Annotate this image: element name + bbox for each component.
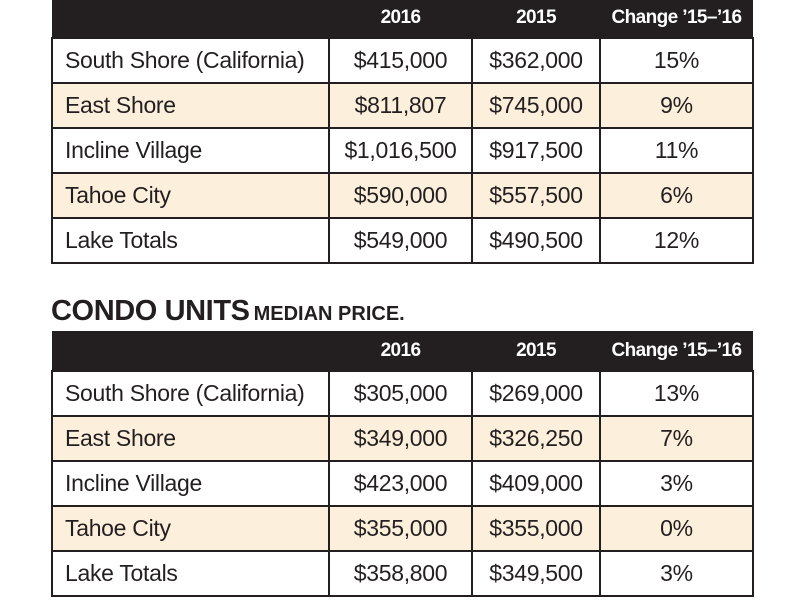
change-cell: 13% — [599, 370, 754, 417]
header-2016: 2016 — [329, 0, 472, 38]
header-region — [52, 331, 329, 371]
table-header-row: 2016 2015 Change ’15–’16 — [52, 0, 753, 38]
table-row: South Shore (California) $415,000 $362,0… — [51, 37, 754, 84]
price-2016-cell: $415,000 — [328, 37, 473, 84]
price-2016-cell: $355,000 — [328, 505, 473, 552]
price-2015-cell: $269,000 — [471, 370, 601, 417]
price-2015-cell: $917,500 — [471, 127, 601, 174]
price-2015-cell: $745,000 — [471, 82, 601, 129]
change-cell: 3% — [599, 460, 754, 507]
region-cell: Lake Totals — [51, 550, 330, 597]
header-2015: 2015 — [472, 0, 600, 38]
price-2015-cell: $362,000 — [471, 37, 601, 84]
table-row: Lake Totals $549,000 $490,500 12% — [51, 217, 754, 264]
table-row: Incline Village $423,000 $409,000 3% — [51, 460, 754, 507]
table-header-row: 2016 2015 Change ’15–’16 — [52, 331, 753, 371]
price-2015-cell: $409,000 — [471, 460, 601, 507]
header-change: Change ’15–’16 — [600, 331, 753, 371]
region-cell: South Shore (California) — [51, 37, 330, 84]
change-cell: 0% — [599, 505, 754, 552]
region-cell: Tahoe City — [51, 172, 330, 219]
change-cell: 15% — [599, 37, 754, 84]
table-row: East Shore $811,807 $745,000 9% — [51, 82, 754, 129]
price-2016-cell: $423,000 — [328, 460, 473, 507]
change-cell: 3% — [599, 550, 754, 597]
region-cell: Incline Village — [51, 127, 330, 174]
table-row: Lake Totals $358,800 $349,500 3% — [51, 550, 754, 597]
price-2016-cell: $305,000 — [328, 370, 473, 417]
region-cell: Tahoe City — [51, 505, 330, 552]
price-2016-cell: $349,000 — [328, 415, 473, 462]
change-cell: 12% — [599, 217, 754, 264]
price-2016-cell: $549,000 — [328, 217, 473, 264]
condo-section-title: CONDO UNITS MEDIAN PRICE. — [51, 291, 405, 334]
change-cell: 6% — [599, 172, 754, 219]
price-2015-cell: $490,500 — [471, 217, 601, 264]
table-row: Incline Village $1,016,500 $917,500 11% — [51, 127, 754, 174]
change-cell: 9% — [599, 82, 754, 129]
price-2015-cell: $349,500 — [471, 550, 601, 597]
header-change: Change ’15–’16 — [600, 0, 753, 38]
single-family-price-table: 2016 2015 Change ’15–’16 South Shore (Ca… — [51, 0, 754, 264]
condo-subtitle: MEDIAN PRICE. — [253, 303, 405, 325]
change-cell: 11% — [599, 127, 754, 174]
table-row: South Shore (California) $305,000 $269,0… — [51, 370, 754, 417]
region-cell: East Shore — [51, 415, 330, 462]
condo-title: CONDO UNITS — [51, 295, 250, 327]
header-region — [52, 0, 329, 38]
header-2016: 2016 — [329, 331, 472, 371]
price-2016-cell: $358,800 — [328, 550, 473, 597]
region-cell: South Shore (California) — [51, 370, 330, 417]
price-2015-cell: $326,250 — [471, 415, 601, 462]
change-cell: 7% — [599, 415, 754, 462]
price-2016-cell: $590,000 — [328, 172, 473, 219]
region-cell: East Shore — [51, 82, 330, 129]
price-2016-cell: $1,016,500 — [328, 127, 473, 174]
condo-price-table: 2016 2015 Change ’15–’16 South Shore (Ca… — [51, 331, 754, 597]
price-2016-cell: $811,807 — [328, 82, 473, 129]
table-row: Tahoe City $355,000 $355,000 0% — [51, 505, 754, 552]
table-row: Tahoe City $590,000 $557,500 6% — [51, 172, 754, 219]
price-2015-cell: $557,500 — [471, 172, 601, 219]
header-2015: 2015 — [472, 331, 600, 371]
region-cell: Lake Totals — [51, 217, 330, 264]
region-cell: Incline Village — [51, 460, 330, 507]
price-2015-cell: $355,000 — [471, 505, 601, 552]
table-row: East Shore $349,000 $326,250 7% — [51, 415, 754, 462]
